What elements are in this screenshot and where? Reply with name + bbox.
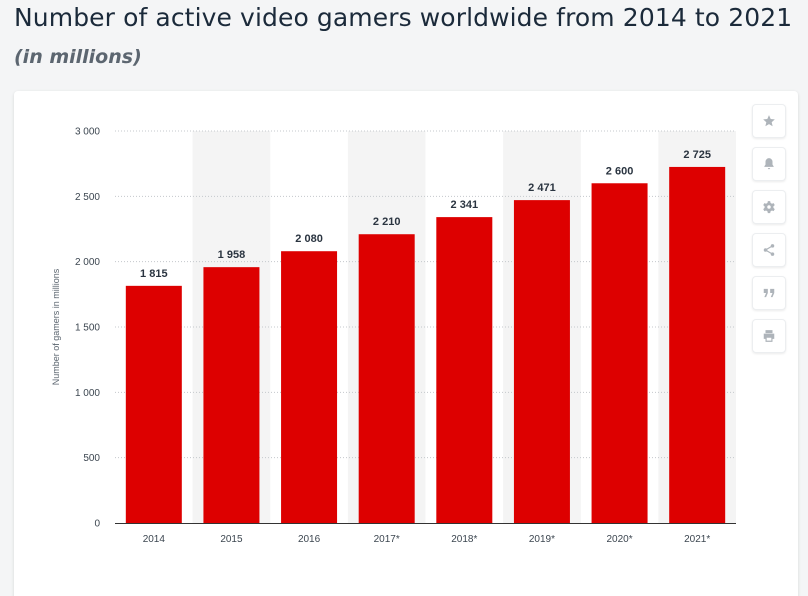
bar[interactable] (125, 285, 182, 523)
bar-value-label: 1 815 (140, 268, 168, 280)
share-icon (762, 243, 776, 257)
data-labels: 1 815 1 958 2 080 2 210 2 341 2 471 2 600 2 725 (140, 149, 711, 280)
x-tick-label: 2021* (684, 534, 710, 545)
y-tick-label: 2 500 (75, 192, 100, 203)
x-tick-label: 2017* (374, 534, 400, 545)
x-tick-label: 2019* (529, 534, 555, 545)
page-subtitle: (in millions) (14, 46, 142, 68)
bar-value-label: 1 958 (218, 249, 246, 261)
x-axis-ticks: 2014 2015 2016 2017* 2018* 2019* 2020* 2021* (143, 534, 711, 545)
bar-value-label: 2 725 (683, 149, 711, 161)
x-tick-label: 2015 (220, 534, 243, 545)
bar[interactable] (436, 217, 493, 524)
print-icon (762, 329, 776, 343)
y-tick-label: 2 000 (75, 257, 100, 268)
bar-value-label: 2 471 (528, 182, 556, 194)
bars (125, 166, 726, 524)
page-title: Number of active video gamers worldwide … (14, 3, 793, 32)
bar[interactable] (358, 234, 415, 523)
x-tick-label: 2018* (451, 534, 477, 545)
print-button[interactable] (752, 319, 786, 353)
x-tick-label: 2020* (606, 534, 632, 545)
x-tick-label: 2014 (143, 534, 166, 545)
bar[interactable] (591, 183, 648, 523)
settings-button[interactable] (752, 190, 786, 224)
cite-button[interactable] (752, 276, 786, 310)
bar[interactable] (669, 166, 726, 523)
y-tick-label: 1 500 (75, 323, 100, 334)
x-tick-label: 2016 (298, 534, 321, 545)
share-button[interactable] (752, 233, 786, 267)
y-axis-ticks: 0 500 1 000 1 500 2 000 2 500 3 000 (75, 127, 100, 530)
favorite-button[interactable] (752, 104, 786, 138)
bar-value-label: 2 341 (451, 199, 479, 211)
bar[interactable] (203, 267, 260, 523)
bar-value-label: 2 210 (373, 216, 401, 228)
bar[interactable] (513, 200, 570, 523)
bar-value-label: 2 600 (606, 165, 634, 177)
bar[interactable] (281, 251, 338, 524)
y-tick-label: 3 000 (75, 127, 100, 138)
y-axis-title: Number of gamers in millions (51, 268, 61, 385)
bar-value-label: 2 080 (295, 233, 323, 245)
notification-button[interactable] (752, 147, 786, 181)
quote-icon (762, 286, 776, 300)
gear-icon (762, 200, 776, 214)
chart-toolbar (752, 104, 786, 362)
star-icon (762, 114, 776, 128)
y-tick-label: 1 000 (75, 388, 100, 399)
bell-icon (762, 157, 776, 171)
y-tick-label: 500 (83, 453, 100, 464)
y-tick-label: 0 (94, 519, 100, 530)
